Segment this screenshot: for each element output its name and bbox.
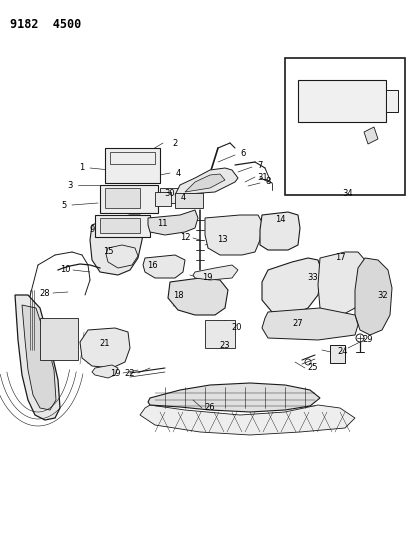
Text: 1: 1 [79, 164, 85, 173]
Text: 3: 3 [67, 181, 73, 190]
Bar [100, 185, 158, 213]
Polygon shape [318, 252, 365, 315]
Bar [285, 58, 405, 195]
Text: 11: 11 [157, 219, 167, 228]
Polygon shape [90, 215, 145, 275]
Polygon shape [148, 210, 198, 235]
Polygon shape [80, 328, 130, 368]
Polygon shape [140, 405, 355, 435]
Text: 18: 18 [173, 290, 183, 300]
Text: 22: 22 [125, 368, 135, 377]
Bar [95, 215, 150, 237]
Polygon shape [106, 245, 138, 268]
Text: 10: 10 [60, 265, 70, 274]
Polygon shape [175, 168, 238, 195]
Polygon shape [262, 258, 322, 315]
Circle shape [221, 321, 229, 329]
Text: 26: 26 [205, 403, 215, 413]
Text: 12: 12 [180, 233, 190, 243]
Text: 13: 13 [217, 236, 227, 245]
Text: 31: 31 [258, 173, 268, 182]
Bar [205, 320, 235, 348]
Polygon shape [143, 255, 185, 278]
Text: 4: 4 [180, 193, 186, 203]
Circle shape [356, 334, 364, 342]
Polygon shape [262, 308, 358, 340]
Circle shape [357, 95, 369, 107]
Polygon shape [185, 174, 225, 192]
Text: 33: 33 [307, 273, 319, 282]
Text: 14: 14 [275, 215, 285, 224]
Text: 5: 5 [61, 200, 67, 209]
Polygon shape [148, 383, 320, 412]
Text: 24: 24 [338, 348, 348, 357]
Bar [155, 192, 171, 206]
Text: 9182  4500: 9182 4500 [10, 18, 81, 31]
Text: 15: 15 [103, 247, 113, 256]
Bar [110, 152, 155, 164]
Bar [40, 318, 78, 360]
Circle shape [305, 359, 311, 365]
Polygon shape [193, 265, 238, 280]
Text: 21: 21 [100, 338, 110, 348]
Circle shape [282, 317, 288, 323]
Polygon shape [15, 295, 60, 420]
Polygon shape [92, 365, 118, 378]
Text: 19: 19 [202, 273, 212, 282]
Text: 28: 28 [40, 288, 50, 297]
Text: 4: 4 [175, 168, 180, 177]
Bar [105, 188, 140, 208]
Bar [298, 80, 386, 122]
Polygon shape [205, 215, 262, 255]
Text: 30: 30 [165, 189, 175, 198]
Text: 19: 19 [110, 368, 120, 377]
Text: 17: 17 [335, 254, 345, 262]
Text: 2: 2 [172, 139, 178, 148]
Text: 25: 25 [308, 364, 318, 373]
Text: 9: 9 [89, 225, 95, 235]
Text: 7: 7 [257, 160, 263, 169]
Bar [105, 148, 160, 183]
Text: 20: 20 [232, 324, 242, 333]
Polygon shape [168, 278, 228, 315]
Text: 32: 32 [378, 290, 388, 300]
Text: 34: 34 [343, 189, 353, 198]
Text: 27: 27 [293, 319, 303, 327]
Bar [100, 218, 140, 233]
Text: 29: 29 [363, 335, 373, 344]
Text: 6: 6 [240, 149, 246, 157]
Bar [175, 193, 203, 208]
Circle shape [310, 95, 322, 107]
Text: 16: 16 [147, 261, 157, 270]
Polygon shape [22, 305, 56, 410]
Bar [330, 345, 345, 363]
Polygon shape [364, 127, 378, 144]
Text: 8: 8 [266, 177, 271, 187]
Polygon shape [260, 212, 300, 250]
Polygon shape [386, 90, 398, 112]
Circle shape [214, 338, 222, 346]
Bar [160, 188, 178, 203]
Polygon shape [355, 258, 392, 335]
Text: 23: 23 [220, 341, 230, 350]
